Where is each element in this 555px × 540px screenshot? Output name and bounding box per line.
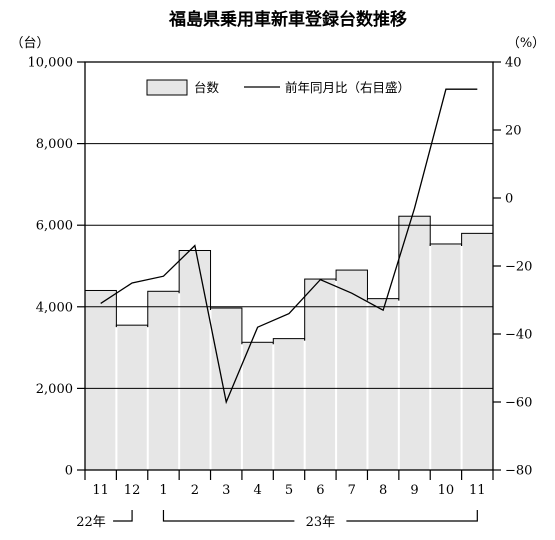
left-tick-label: 2,000 bbox=[36, 382, 73, 397]
bar bbox=[366, 298, 400, 471]
x-tick-label: 5 bbox=[285, 483, 293, 498]
left-axis-unit: （台） bbox=[10, 36, 49, 51]
gridlines bbox=[85, 143, 493, 389]
right-tick-label: 40 bbox=[505, 56, 522, 71]
legend: 台数 前年同月比（右目盛） bbox=[146, 79, 410, 96]
bar bbox=[147, 290, 180, 471]
x-tick-label: 3 bbox=[222, 483, 230, 498]
x-tick-label: 10 bbox=[438, 483, 455, 498]
right-axis-unit: （%） bbox=[507, 36, 545, 51]
left-tick-label: 0 bbox=[65, 464, 73, 479]
bar bbox=[429, 243, 463, 471]
right-tick-label: 0 bbox=[505, 192, 513, 207]
left-tick-label: 4,000 bbox=[36, 300, 73, 315]
bar bbox=[272, 338, 306, 471]
year-group-bracket bbox=[162, 510, 295, 522]
x-tick-label: 11 bbox=[92, 483, 109, 498]
left-axis: 0 2,000 4,000 6,000 8,000 10,000 bbox=[28, 56, 85, 479]
right-tick-label: 20 bbox=[505, 124, 522, 139]
chart-title: 福島県乗用車新車登録台数推移 bbox=[168, 9, 407, 30]
right-axis: −80 −60 −40 −20 0 20 40 bbox=[493, 56, 532, 479]
year-groups: 22年 23年 bbox=[76, 510, 478, 530]
x-tick-label: 9 bbox=[410, 483, 418, 498]
legend-bar-swatch bbox=[146, 79, 188, 96]
x-tick-label: 4 bbox=[253, 483, 261, 498]
x-tick-label: 6 bbox=[316, 483, 324, 498]
year-group-bracket bbox=[346, 510, 478, 522]
x-tick-label: 11 bbox=[469, 483, 486, 498]
legend-bar-label: 台数 bbox=[194, 80, 220, 95]
right-tick-label: −80 bbox=[505, 464, 532, 479]
bar bbox=[178, 249, 212, 471]
x-tick-label: 1 bbox=[159, 483, 167, 498]
year-group-label: 23年 bbox=[306, 515, 336, 530]
year-group-bracket bbox=[113, 510, 133, 522]
x-tick-label: 2 bbox=[191, 483, 199, 498]
bar bbox=[210, 307, 243, 471]
bar-series bbox=[84, 215, 494, 471]
left-tick-label: 8,000 bbox=[36, 137, 73, 152]
x-tick-label: 12 bbox=[124, 483, 141, 498]
x-tick-label: 8 bbox=[379, 483, 387, 498]
bar bbox=[335, 269, 368, 471]
right-tick-label: −40 bbox=[505, 328, 532, 343]
bar bbox=[398, 215, 431, 471]
x-axis: 11 12 1 2 3 4 5 6 7 8 9 10 11 bbox=[84, 470, 494, 498]
bar bbox=[304, 278, 337, 471]
x-tick-label: 7 bbox=[348, 483, 356, 498]
bar bbox=[241, 341, 274, 471]
left-tick-label: 6,000 bbox=[36, 219, 73, 234]
right-tick-label: −60 bbox=[505, 396, 532, 411]
left-tick-label: 10,000 bbox=[28, 56, 74, 71]
bar bbox=[461, 232, 494, 471]
yoy-line bbox=[100, 88, 478, 405]
legend-line-label: 前年同月比（右目盛） bbox=[285, 80, 410, 95]
bar bbox=[115, 324, 149, 471]
bar bbox=[84, 289, 117, 471]
year-group-label: 22年 bbox=[76, 515, 106, 530]
right-tick-label: −20 bbox=[505, 260, 532, 275]
